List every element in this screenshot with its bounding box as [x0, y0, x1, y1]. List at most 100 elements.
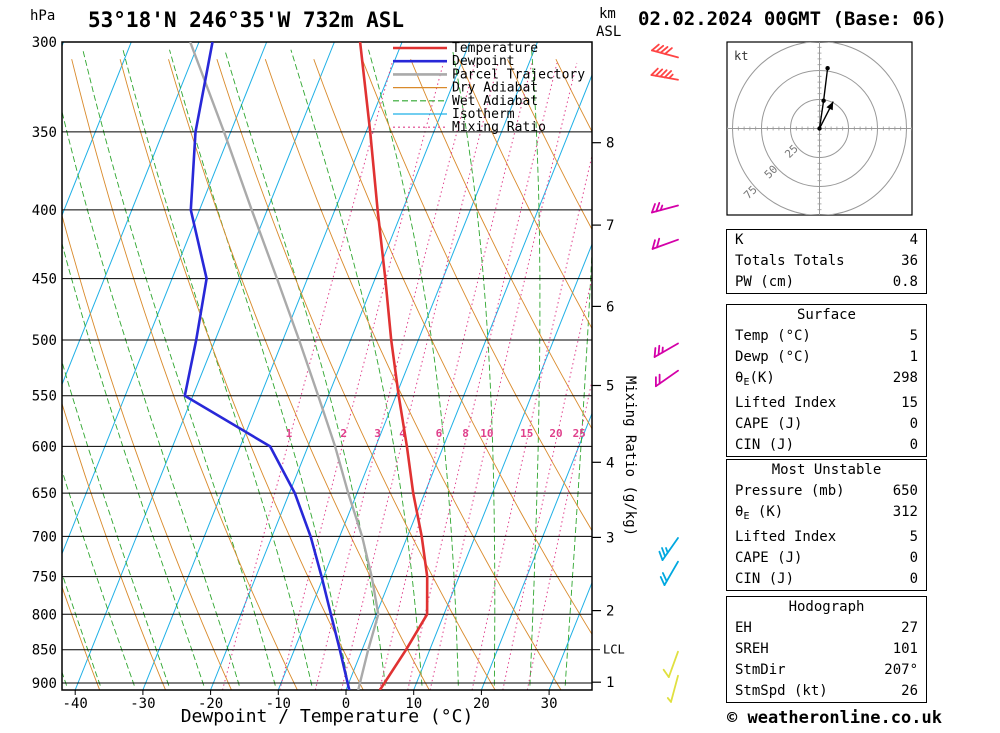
temperature-curve — [358, 42, 429, 690]
stat-value: 0 — [909, 550, 918, 566]
wet-adiabat-line — [0, 50, 33, 686]
stat-label: θE(K) — [735, 370, 775, 388]
pressure-tick-label: 450 — [32, 272, 57, 288]
hodograph-unit-label: kt — [734, 49, 748, 63]
x-axis-label: Dewpoint / Temperature (°C) — [180, 706, 474, 727]
isotherm-line — [62, 42, 268, 556]
copyright-link[interactable]: © weatheronline.co.uk — [727, 708, 942, 728]
table-row: PW (cm) 0.8 — [727, 272, 926, 293]
stat-label: CIN (J) — [735, 437, 795, 453]
stat-label: Dewp (°C) — [735, 349, 811, 365]
stat-value: 0.8 — [892, 274, 918, 290]
km-tick-label: 8 — [606, 136, 614, 152]
mixing-ratio-label: 25 — [573, 427, 586, 440]
wet-adiabat-line — [224, 49, 386, 686]
dry-adiabat-line — [62, 402, 167, 690]
isotherm-line — [345, 73, 592, 690]
table-title: Surface — [796, 307, 856, 323]
legend-label: Wet Adiabat — [452, 94, 538, 109]
stat-label: K — [735, 232, 744, 248]
pressure-unit-label: hPa — [30, 8, 56, 24]
dry-adiabat-line — [119, 59, 364, 690]
isotherm-line — [480, 412, 592, 690]
table-row: StmDir 207° — [727, 660, 926, 681]
pressure-tick-label: 500 — [32, 333, 57, 349]
valid-datetime: 02.02.2024 00GMT (Base: 06) — [638, 8, 947, 30]
legend-label: Isotherm — [452, 107, 515, 122]
mixing-ratio-label: 6 — [436, 427, 443, 440]
legend-label: Dewpoint — [452, 54, 515, 69]
pressure-tick-label: 800 — [32, 607, 57, 623]
sounding-curves — [183, 42, 429, 690]
pressure-tick-label: 350 — [32, 125, 57, 141]
mixing-ratio-line — [407, 62, 558, 690]
wind-barb — [650, 67, 679, 81]
wind-barb — [662, 650, 679, 679]
km-tick-label: 1 — [606, 675, 614, 691]
pressure-tick-label: 600 — [32, 439, 57, 455]
station-title: 53°18'N 246°35'W 732m ASL — [88, 8, 405, 32]
pressure-tick-label: 750 — [32, 570, 57, 586]
wet-adiabat-line — [62, 109, 240, 686]
dewpoint-curve — [183, 42, 351, 690]
hodograph-trace-point — [825, 66, 830, 71]
table-row: Lifted Index 5 — [727, 527, 926, 548]
wind-barb — [658, 537, 679, 562]
table-row: CIN (J) 0 — [727, 435, 926, 456]
stat-value: 26 — [901, 683, 918, 699]
dry-adiabat-line — [506, 59, 592, 231]
stats-table: Surface Temp (°C) 5 Dewp (°C) 1 θE(K) 298 Lifte… — [726, 304, 927, 457]
table-row: Totals Totals 36 — [727, 251, 926, 272]
table-row: CIN (J) 0 — [727, 569, 926, 590]
wet-adiabat-line — [62, 468, 135, 686]
wet-adiabat-line — [169, 49, 350, 686]
stat-value: 0 — [909, 571, 918, 587]
temp-tick-label: -40 — [63, 696, 88, 712]
wet-adiabat-line — [452, 49, 496, 686]
mixing-ratio-label: 8 — [462, 427, 469, 440]
dry-adiabat-line — [458, 59, 592, 330]
dry-adiabat-line — [71, 59, 298, 690]
pressure-tick-label: 650 — [32, 486, 57, 502]
mixing-ratio-label: 10 — [480, 427, 493, 440]
theta-e-subscript: E — [743, 511, 750, 522]
mixing-ratio-label: 15 — [520, 427, 533, 440]
wet-adiabat-line — [368, 49, 459, 686]
wind-barbs — [650, 43, 679, 703]
stat-label: SREH — [735, 641, 769, 657]
mixing-ratio-line — [502, 275, 592, 690]
stat-value: 0 — [909, 437, 918, 453]
table-row: θE(K) 298 — [727, 368, 926, 393]
mixing-ratio-line — [526, 378, 592, 690]
plot-border — [61, 41, 593, 691]
mixing-ratio-line — [340, 62, 499, 690]
table-row: SREH 101 — [727, 639, 926, 660]
wet-adiabat-line — [290, 49, 423, 686]
stat-value: 15 — [901, 395, 918, 411]
km-tick-label: 4 — [606, 455, 614, 471]
km-tick-label: 2 — [606, 604, 614, 620]
stat-label: Lifted Index — [735, 395, 837, 411]
wet-adiabat-line — [62, 242, 205, 686]
stat-value: 5 — [909, 529, 918, 545]
mixing-ratio-label: 1 — [286, 427, 293, 440]
table-title: Most Unstable — [771, 462, 882, 478]
stats-table: Most Unstable Pressure (mb) 650 θE (K) 312 Li… — [726, 459, 927, 591]
stat-label: Totals Totals — [735, 253, 845, 269]
lcl-label: LCL — [603, 643, 625, 657]
stat-label: StmSpd (kt) — [735, 683, 828, 699]
stat-label: EH — [735, 620, 752, 636]
stat-label: CAPE (J) — [735, 550, 803, 566]
mixing-ratio-line — [379, 62, 533, 690]
stat-label: Lifted Index — [735, 529, 837, 545]
mixing-ratio-label: 4 — [399, 427, 406, 440]
wet-adiabat-line — [62, 670, 68, 686]
dry-adiabat-line — [313, 59, 592, 636]
skewt-plot: 1 2 3 4 6 8 10 15 20 2530035040045050055060065070… — [0, 35, 679, 712]
table-row: EH 27 — [727, 618, 926, 639]
wet-adiabat-line — [62, 360, 170, 686]
km-axis: 1 2 3 4 5 6 7 8 LCL — [592, 136, 625, 691]
